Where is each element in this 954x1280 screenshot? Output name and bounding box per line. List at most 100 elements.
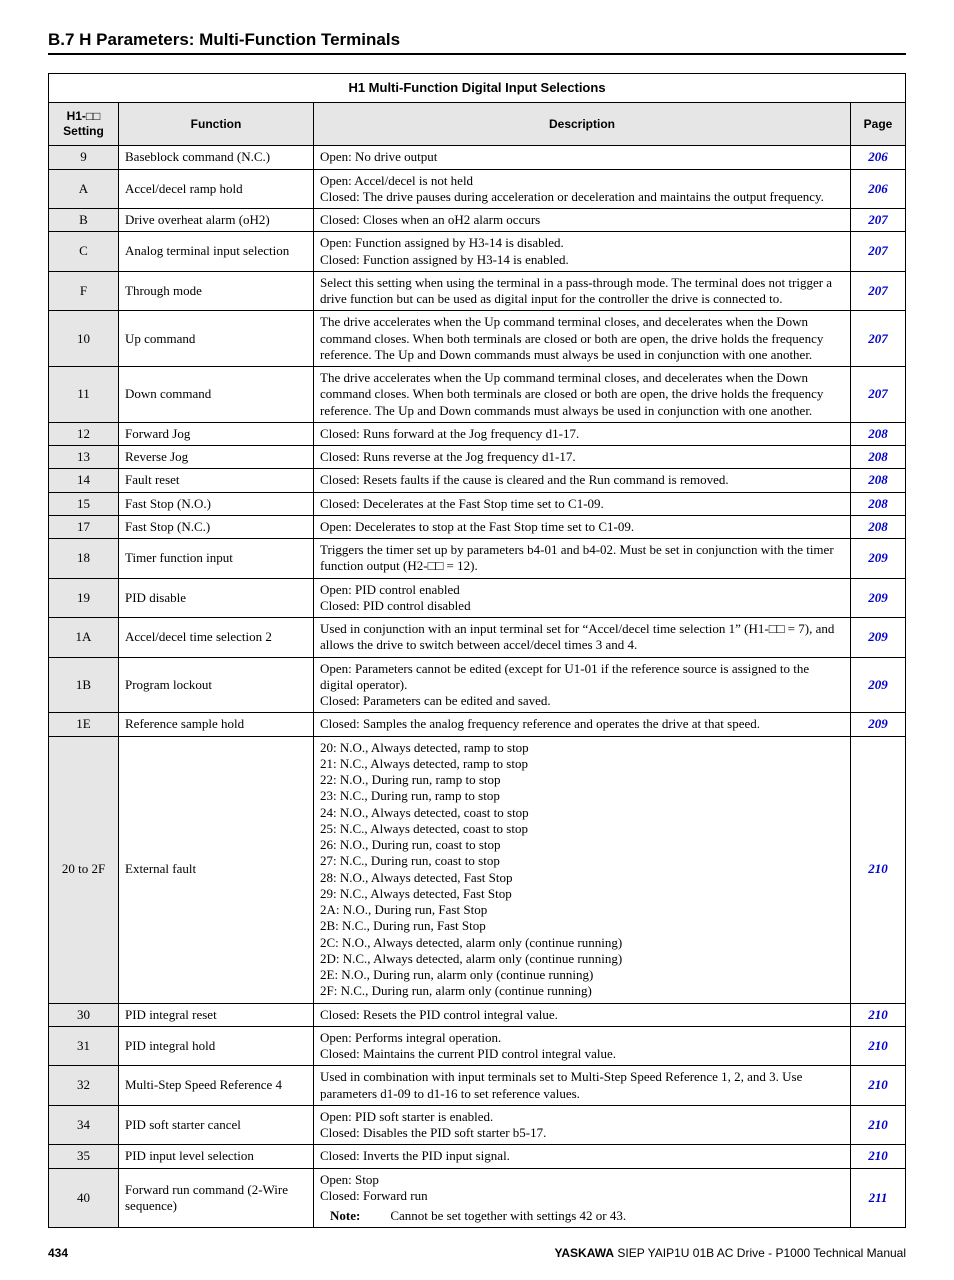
description-line: Open: Performs integral operation. <box>320 1030 844 1046</box>
cell-function: Forward Jog <box>119 422 314 445</box>
cell-page[interactable]: 210 <box>851 1105 906 1145</box>
cell-setting: 15 <box>49 492 119 515</box>
cell-function: PID disable <box>119 578 314 618</box>
cell-page[interactable]: 209 <box>851 657 906 713</box>
cell-page[interactable]: 209 <box>851 539 906 579</box>
description-line: 20: N.O., Always detected, ramp to stop <box>320 740 844 756</box>
cell-page[interactable]: 208 <box>851 422 906 445</box>
cell-function: Fast Stop (N.C.) <box>119 515 314 538</box>
cell-setting: 17 <box>49 515 119 538</box>
cell-description: Closed: Decelerates at the Fast Stop tim… <box>314 492 851 515</box>
cell-setting: 19 <box>49 578 119 618</box>
table-row: 14Fault resetClosed: Resets faults if th… <box>49 469 906 492</box>
description-line: 27: N.C., During run, coast to stop <box>320 853 844 869</box>
cell-setting: 30 <box>49 1003 119 1026</box>
cell-page[interactable]: 206 <box>851 146 906 169</box>
cell-page[interactable]: 208 <box>851 469 906 492</box>
cell-description: Used in conjunction with an input termin… <box>314 618 851 658</box>
table-row: CAnalog terminal input selectionOpen: Fu… <box>49 232 906 272</box>
section-title: B.7 H Parameters: Multi-Function Termina… <box>48 30 906 55</box>
table-row: 17Fast Stop (N.C.) Open: Decelerates to s… <box>49 515 906 538</box>
cell-page[interactable]: 209 <box>851 618 906 658</box>
description-line: 2D: N.C., Always detected, alarm only (c… <box>320 951 844 967</box>
cell-page[interactable]: 209 <box>851 713 906 736</box>
cell-function: Timer function input <box>119 539 314 579</box>
header-page: Page <box>851 103 906 146</box>
header-setting: H1-□□ Setting <box>49 103 119 146</box>
header-function: Function <box>119 103 314 146</box>
cell-description: The drive accelerates when the Up comman… <box>314 311 851 367</box>
table-row: 18Timer function inputTriggers the timer… <box>49 539 906 579</box>
description-line: Used in conjunction with an input termin… <box>320 621 844 654</box>
description-line: Closed: Closes when an oH2 alarm occurs <box>320 212 844 228</box>
cell-description: Open: Parameters cannot be edited (excep… <box>314 657 851 713</box>
description-line: Used in combination with input terminals… <box>320 1069 844 1102</box>
cell-description: 20: N.O., Always detected, ramp to stop2… <box>314 736 851 1003</box>
description-line: The drive accelerates when the Up comman… <box>320 370 844 419</box>
footer-doc-id: YASKAWA SIEP YAIP1U 01B AC Drive - P1000… <box>554 1246 906 1260</box>
description-line: Open: PID soft starter is enabled. <box>320 1109 844 1125</box>
description-line: Open: Decelerates to stop at the Fast St… <box>320 519 844 535</box>
cell-page[interactable]: 207 <box>851 232 906 272</box>
cell-function: PID integral reset <box>119 1003 314 1026</box>
description-line: 2F: N.C., During run, alarm only (contin… <box>320 983 844 999</box>
cell-page[interactable]: 210 <box>851 736 906 1003</box>
description-line: Open: PID control enabled <box>320 582 844 598</box>
cell-page[interactable]: 211 <box>851 1168 906 1228</box>
table-row: AAccel/decel ramp holdOpen: Accel/decel … <box>49 169 906 209</box>
table-row: 32Multi-Step Speed Reference 4Used in co… <box>49 1066 906 1106</box>
cell-page[interactable]: 208 <box>851 446 906 469</box>
cell-page[interactable]: 208 <box>851 492 906 515</box>
cell-page[interactable]: 207 <box>851 311 906 367</box>
cell-page[interactable]: 207 <box>851 271 906 311</box>
header-row: H1-□□ Setting Function Description Page <box>49 103 906 146</box>
cell-page[interactable]: 207 <box>851 367 906 423</box>
description-line: Closed: Disables the PID soft starter b5… <box>320 1125 844 1141</box>
cell-description: Open: PID control enabledClosed: PID con… <box>314 578 851 618</box>
cell-page[interactable]: 209 <box>851 578 906 618</box>
cell-description: Open: PID soft starter is enabled.Closed… <box>314 1105 851 1145</box>
table-row: 1AAccel/decel time selection 2Used in co… <box>49 618 906 658</box>
description-line: Closed: Runs reverse at the Jog frequenc… <box>320 449 844 465</box>
cell-setting: 1E <box>49 713 119 736</box>
cell-page[interactable]: 210 <box>851 1066 906 1106</box>
cell-function: Up command <box>119 311 314 367</box>
cell-page[interactable]: 206 <box>851 169 906 209</box>
footer-doc-text: SIEP YAIP1U 01B AC Drive - P1000 Technic… <box>614 1246 906 1260</box>
description-line: Closed: Parameters can be edited and sav… <box>320 693 844 709</box>
cell-page[interactable]: 210 <box>851 1003 906 1026</box>
cell-setting: 40 <box>49 1168 119 1228</box>
cell-setting: 20 to 2F <box>49 736 119 1003</box>
cell-setting: B <box>49 209 119 232</box>
cell-setting: 14 <box>49 469 119 492</box>
cell-description: Open: Accel/decel is not heldClosed: The… <box>314 169 851 209</box>
cell-description: Open: StopClosed: Forward runNote:Cannot… <box>314 1168 851 1228</box>
cell-setting: C <box>49 232 119 272</box>
cell-description: Open: Decelerates to stop at the Fast St… <box>314 515 851 538</box>
cell-function: Baseblock command (N.C.) <box>119 146 314 169</box>
table-row: 15Fast Stop (N.O.)Closed: Decelerates at… <box>49 492 906 515</box>
description-line: Triggers the timer set up by parameters … <box>320 542 844 575</box>
cell-description: Used in combination with input terminals… <box>314 1066 851 1106</box>
table-row: 31PID integral holdOpen: Performs integr… <box>49 1026 906 1066</box>
description-line: Closed: Maintains the current PID contro… <box>320 1046 844 1062</box>
cell-setting: 35 <box>49 1145 119 1168</box>
cell-function: Fault reset <box>119 469 314 492</box>
description-line: Open: No drive output <box>320 149 844 165</box>
description-line: 28: N.O., Always detected, Fast Stop <box>320 870 844 886</box>
description-line: 25: N.C., Always detected, coast to stop <box>320 821 844 837</box>
parameter-table: H1 Multi-Function Digital Input Selectio… <box>48 73 906 1228</box>
cell-function: PID soft starter cancel <box>119 1105 314 1145</box>
cell-page[interactable]: 208 <box>851 515 906 538</box>
cell-setting: F <box>49 271 119 311</box>
description-line: Closed: Function assigned by H3-14 is en… <box>320 252 844 268</box>
description-line: 2A: N.O., During run, Fast Stop <box>320 902 844 918</box>
description-line: 23: N.C., During run, ramp to stop <box>320 788 844 804</box>
cell-page[interactable]: 207 <box>851 209 906 232</box>
cell-description: Triggers the timer set up by parameters … <box>314 539 851 579</box>
cell-page[interactable]: 210 <box>851 1145 906 1168</box>
cell-page[interactable]: 210 <box>851 1026 906 1066</box>
cell-description: Closed: Samples the analog frequency ref… <box>314 713 851 736</box>
description-line: 21: N.C., Always detected, ramp to stop <box>320 756 844 772</box>
cell-setting: 1A <box>49 618 119 658</box>
